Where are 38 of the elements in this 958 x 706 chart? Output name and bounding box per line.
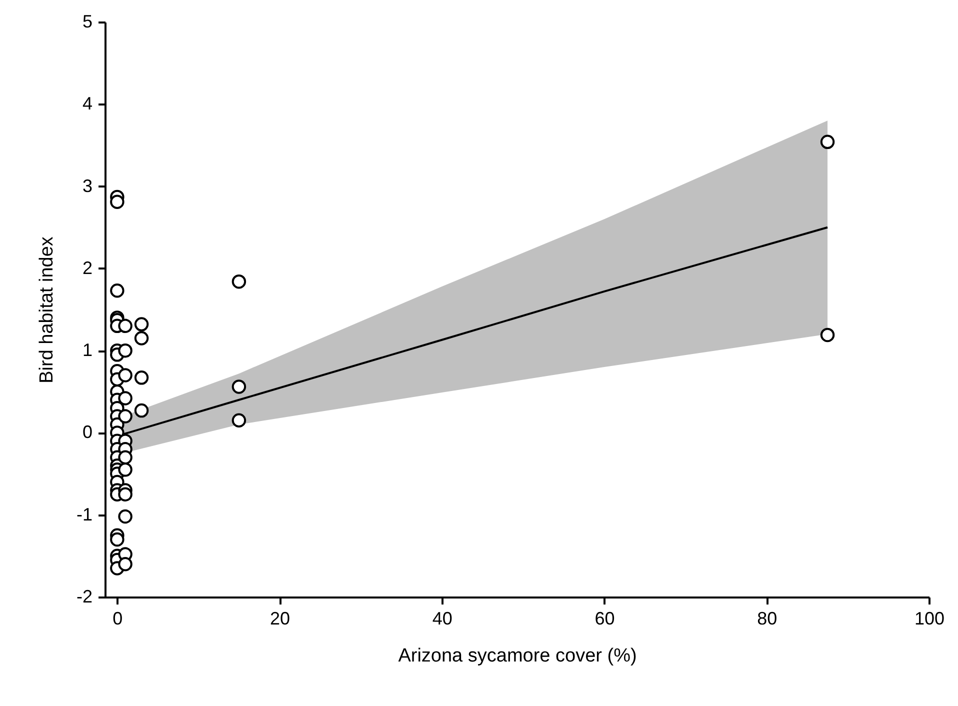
y-tick-label: 1 — [82, 340, 92, 360]
point — [232, 380, 246, 394]
point — [118, 391, 132, 406]
point — [232, 274, 246, 289]
y-axis-title: Bird habitat index — [36, 236, 58, 384]
point — [118, 409, 132, 424]
point — [820, 328, 835, 342]
x-tick-label: 60 — [594, 608, 615, 628]
y-tick-label: 3 — [82, 176, 92, 196]
x-tick-label: 100 — [914, 608, 945, 628]
point — [118, 557, 132, 572]
x-axis-title: Arizona sycamore cover (%) — [398, 646, 637, 666]
point — [134, 370, 149, 385]
y-tick-label: 5 — [82, 12, 92, 32]
point — [134, 403, 149, 418]
x-tick-label: 0 — [112, 608, 123, 628]
point — [118, 487, 132, 502]
point — [118, 509, 132, 524]
point — [110, 532, 124, 547]
point — [232, 413, 246, 428]
point — [118, 462, 132, 477]
x-tick-label: 40 — [432, 608, 452, 628]
x-tick-label: 80 — [757, 608, 778, 628]
point — [134, 331, 149, 346]
point — [118, 343, 132, 358]
point — [118, 318, 132, 334]
x-tick-label: 20 — [270, 608, 290, 628]
point — [110, 283, 124, 298]
point — [134, 317, 149, 332]
point — [820, 134, 835, 150]
y-tick-label: -2 — [76, 586, 92, 606]
y-tick-label: -1 — [76, 504, 92, 524]
point — [118, 368, 132, 382]
y-tick-label: 2 — [82, 258, 92, 278]
y-tick-label: 0 — [82, 422, 92, 442]
point — [110, 194, 124, 210]
point — [118, 450, 132, 464]
y-tick-label: 4 — [82, 94, 92, 114]
